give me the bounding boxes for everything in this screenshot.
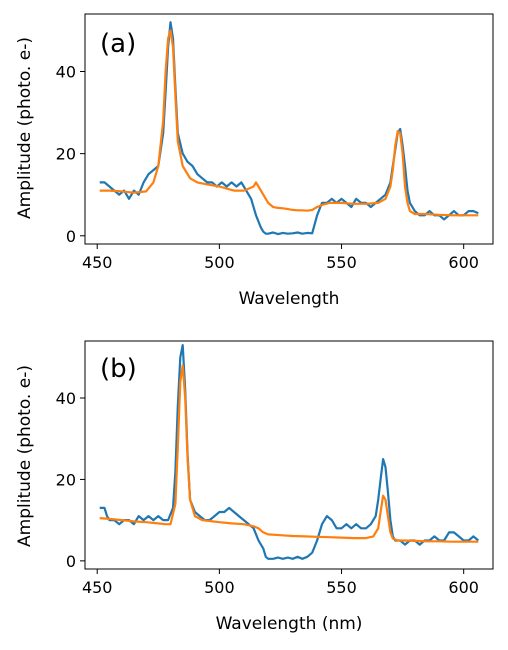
chart-panel-a: (a) Wavelength Amplitude (photo. e-) 450… [15,13,494,309]
chart-panel-b: (b) Wavelength (nm) Amplitude (photo. e-… [15,340,494,634]
x-tick-label-a-450: 450 [82,253,113,272]
series-group-b [99,344,480,560]
series-line-a-2 [99,29,479,217]
x-axis-label-b: Wavelength (nm) [216,614,363,634]
x-axis-label-a: Wavelength [239,289,340,309]
plot-frame-b [84,340,494,570]
y-tick-label-a-0: 0 [66,227,76,246]
y-tick-label-a-20: 20 [56,145,76,164]
x-tick-label-b-500: 500 [204,578,235,597]
panel-label-a: (a) [100,29,136,59]
x-tick-label-a-550: 550 [326,253,357,272]
y-tick-label-b-20: 20 [56,470,76,489]
x-tick-label-b-450: 450 [82,578,113,597]
panel-label-b: (b) [100,354,137,384]
series-line-b-1 [99,344,480,560]
plot-frame-a [84,13,494,245]
series-line-b-2 [99,364,479,543]
x-tick-label-b-550: 550 [326,578,357,597]
y-axis-label-a: Amplitude (photo. e-) [15,37,35,219]
x-tick-label-b-600: 600 [448,578,479,597]
y-tick-label-b-40: 40 [56,389,76,408]
y-tick-label-b-0: 0 [66,552,76,571]
y-tick-label-a-40: 40 [56,63,76,82]
series-group-a [99,21,479,236]
y-axis-label-b: Amplitude (photo. e-) [15,365,35,547]
ticks-group-b: 450 500 550 600 0 20 40 [56,389,479,597]
x-tick-label-a-500: 500 [204,253,235,272]
x-tick-label-a-600: 600 [448,253,479,272]
series-line-a-1 [99,21,479,236]
ticks-group-a: 450 500 550 600 0 20 40 [56,63,479,273]
